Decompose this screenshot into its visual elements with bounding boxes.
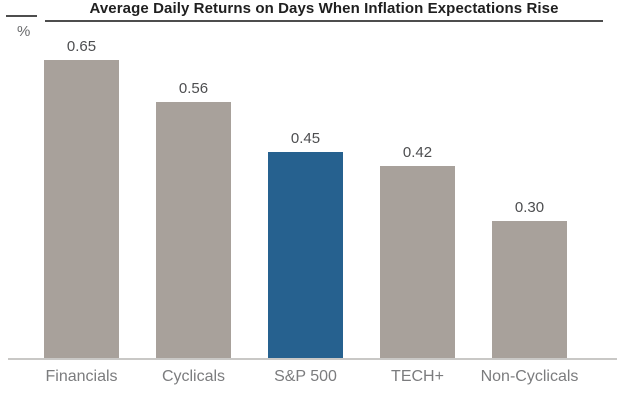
category-label: S&P 500 [274, 368, 337, 385]
bar-non-cyclicals [492, 221, 567, 358]
bar-value-label: 0.45 [290, 130, 321, 147]
category-label: TECH+ [391, 368, 444, 385]
bar-value-label: 0.42 [402, 144, 433, 161]
bar-value-label: 0.56 [178, 80, 209, 97]
category-label: Non-Cyclicals [480, 368, 579, 385]
y-axis-unit-label: % [17, 23, 31, 40]
bar-value-label: 0.65 [66, 38, 97, 55]
bar-value-label: 0.30 [514, 199, 545, 216]
x-axis-line [8, 358, 617, 360]
category-label: Financials [45, 368, 118, 385]
category-label: Cyclicals [161, 368, 226, 385]
bar-s-p-500 [268, 152, 343, 358]
bar-financials [44, 60, 119, 358]
bar-tech- [380, 166, 455, 358]
chart-title: Average Daily Returns on Days When Infla… [45, 0, 603, 22]
bar-cyclicals [156, 102, 231, 358]
top-left-rule [6, 15, 37, 17]
